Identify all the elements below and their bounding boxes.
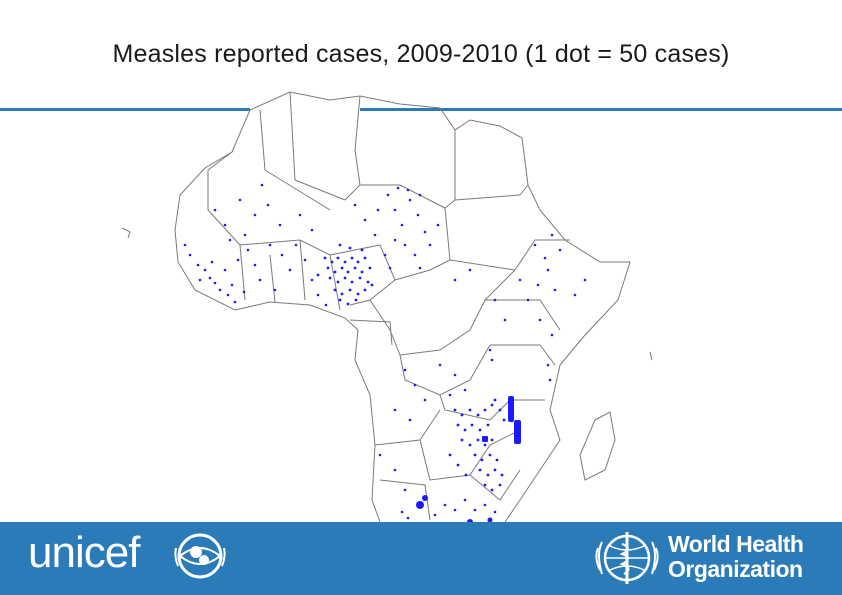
page-title: Measles reported cases, 2009-2010 (1 dot… — [112, 40, 730, 68]
who-name-line2: Organization — [668, 556, 803, 582]
dots-nigeria — [316, 243, 374, 306]
unicef-emblem-icon — [174, 533, 226, 579]
who-emblem-icon — [595, 532, 659, 584]
footer-banner — [0, 522, 842, 595]
case-dots — [183, 183, 587, 528]
country-borders — [121, 91, 653, 523]
africa-outline — [249, 91, 631, 523]
dots-east-africa — [453, 233, 587, 382]
title-divider-right — [360, 108, 842, 111]
dots-west-africa — [183, 183, 328, 307]
dots-southern-east — [448, 398, 506, 492]
unicef-logo-text: unicef — [28, 528, 140, 577]
title-divider-left — [0, 108, 250, 111]
africa-outline-west — [174, 109, 381, 523]
who-name-line1: World Health — [668, 531, 804, 557]
madagascar-outline — [579, 411, 616, 481]
dots-malawi-saturated — [482, 396, 521, 444]
dots-sahel — [353, 186, 440, 270]
dots-central-africa — [378, 363, 467, 492]
